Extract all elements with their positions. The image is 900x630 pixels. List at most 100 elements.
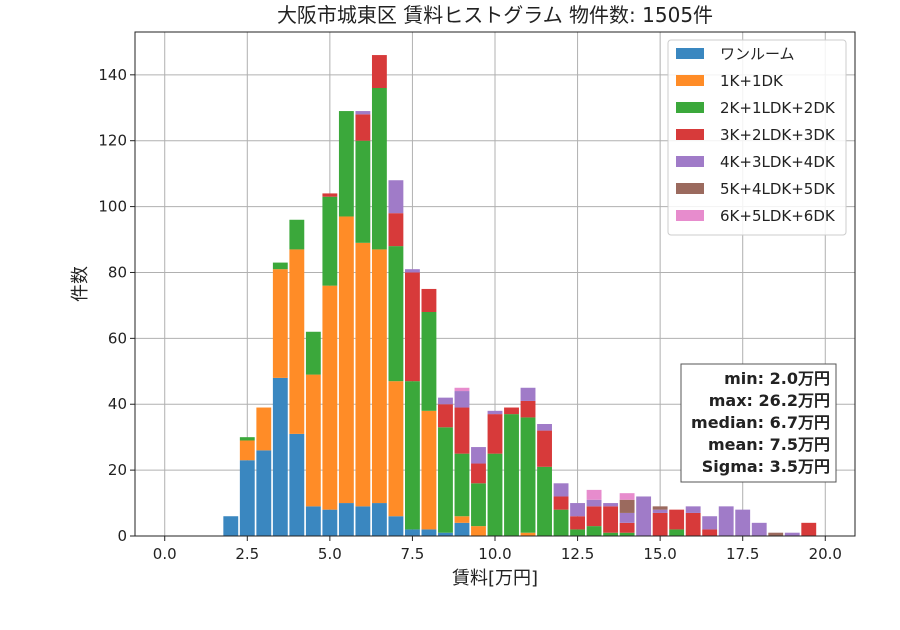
bar-segment: [421, 312, 437, 411]
x-tick-label: 20.0: [809, 545, 842, 563]
bar-segment: [586, 506, 602, 527]
bar-segment: [421, 529, 437, 536]
stats-line: median: 6.7万円: [691, 413, 830, 432]
bar-segment: [784, 532, 800, 536]
legend-box: [667, 39, 847, 236]
bar-segment: [801, 522, 817, 536]
bar-segment: [239, 440, 255, 461]
bar-segment: [553, 509, 569, 536]
bar-segment: [652, 506, 668, 510]
bar-segment: [685, 512, 701, 536]
bar-segment: [438, 427, 453, 533]
bar-segment: [322, 193, 338, 197]
bar-segment: [421, 288, 437, 312]
bar-segment: [388, 213, 404, 247]
bar-segment: [272, 377, 288, 536]
y-tick-label: 100: [98, 198, 127, 216]
legend-label: 3K+2LDK+3DK: [720, 126, 836, 144]
bar-segment: [256, 407, 272, 451]
bar-segment: [405, 272, 420, 382]
bar-segment: [586, 489, 602, 500]
bar-segment: [570, 529, 585, 536]
bar-segment: [669, 529, 685, 536]
bar-segment: [652, 509, 668, 513]
bar-segment: [338, 111, 354, 217]
y-axis-ticks: 0 20 40 60 80 100 120 140: [98, 66, 135, 545]
legend-label: ワンルーム: [720, 45, 795, 63]
x-tick-label: 12.5: [561, 545, 594, 563]
bar-segment: [305, 331, 321, 375]
legend-swatch: [676, 210, 704, 221]
legend-label: 5K+4LDK+5DK: [720, 180, 836, 198]
bar-segment: [355, 242, 371, 507]
bar-segment: [405, 381, 420, 530]
bar-segment: [322, 285, 338, 510]
stats-line: min: 2.0万円: [724, 369, 830, 388]
bar-segment: [289, 219, 305, 250]
legend-label: 4K+3LDK+4DK: [720, 153, 836, 171]
y-tick-label: 120: [98, 132, 127, 150]
bar-segment: [405, 529, 420, 536]
bar-segment: [239, 437, 255, 441]
bar-segment: [289, 249, 305, 434]
bar-segment: [537, 424, 552, 431]
bar-segment: [570, 503, 585, 517]
bar-segment: [619, 512, 635, 523]
bar-segment: [471, 483, 486, 527]
bar-segment: [520, 532, 536, 536]
y-tick-label: 80: [108, 263, 127, 281]
y-tick-label: 20: [108, 461, 127, 479]
bar-segment: [768, 532, 784, 536]
bar-segment: [553, 496, 569, 510]
stats-line: mean: 7.5万円: [708, 435, 830, 454]
bar-segment: [553, 483, 569, 497]
bar-segment: [520, 417, 536, 533]
bar-segment: [421, 410, 437, 530]
legend-swatch: [676, 129, 704, 140]
bar-segment: [718, 506, 734, 536]
bar-segment: [669, 509, 685, 530]
bar-segment: [371, 55, 387, 88]
bar-segment: [438, 532, 453, 536]
legend: ワンルーム 1K+1DK 2K+1LDK+2DK 3K+2LDK+3DK 4K+3LDK…: [667, 39, 847, 236]
y-tick-label: 40: [108, 395, 127, 413]
bar-segment: [537, 466, 552, 536]
bar-segment: [371, 88, 387, 250]
bar-segment: [223, 516, 239, 536]
bar-segment: [537, 430, 552, 467]
bar-segment: [619, 493, 635, 500]
bar-segment: [371, 249, 387, 504]
bar-segment: [388, 381, 404, 517]
bar-segment: [371, 503, 387, 536]
chart-title: 大阪市城東区 賃料ヒストグラム 物件数: 1505件: [277, 3, 713, 27]
legend-swatch: [676, 75, 704, 86]
bar-segment: [520, 387, 536, 401]
bar-segment: [454, 522, 470, 536]
bar-segment: [355, 111, 371, 115]
y-tick-label: 0: [117, 527, 127, 545]
bar-segment: [338, 216, 354, 504]
bar-segment: [520, 400, 536, 418]
x-axis-label: 賃料[万円]: [452, 568, 538, 589]
bar-segment: [305, 506, 321, 536]
legend-swatch: [676, 183, 704, 194]
bar-segment: [454, 407, 470, 454]
bar-segment: [388, 516, 404, 536]
bar-segment: [652, 512, 668, 536]
bar-segment: [405, 269, 420, 273]
bar-segment: [454, 453, 470, 517]
bar-segment: [355, 114, 371, 141]
bar-segment: [586, 499, 602, 507]
y-axis-label: 件数: [70, 266, 91, 302]
stats-box: min: 2.0万円 max: 26.2万円 median: 6.7万円 mean: …: [680, 363, 837, 483]
bar-segment: [239, 460, 255, 536]
bar-segment: [603, 506, 619, 533]
stats-line: max: 26.2万円: [709, 391, 830, 410]
x-tick-label: 17.5: [726, 545, 759, 563]
x-tick-label: 7.5: [401, 545, 425, 563]
bar-segment: [388, 246, 404, 382]
y-tick-label: 60: [108, 329, 127, 347]
bar-segment: [586, 526, 602, 536]
x-tick-label: 0.0: [153, 545, 177, 563]
